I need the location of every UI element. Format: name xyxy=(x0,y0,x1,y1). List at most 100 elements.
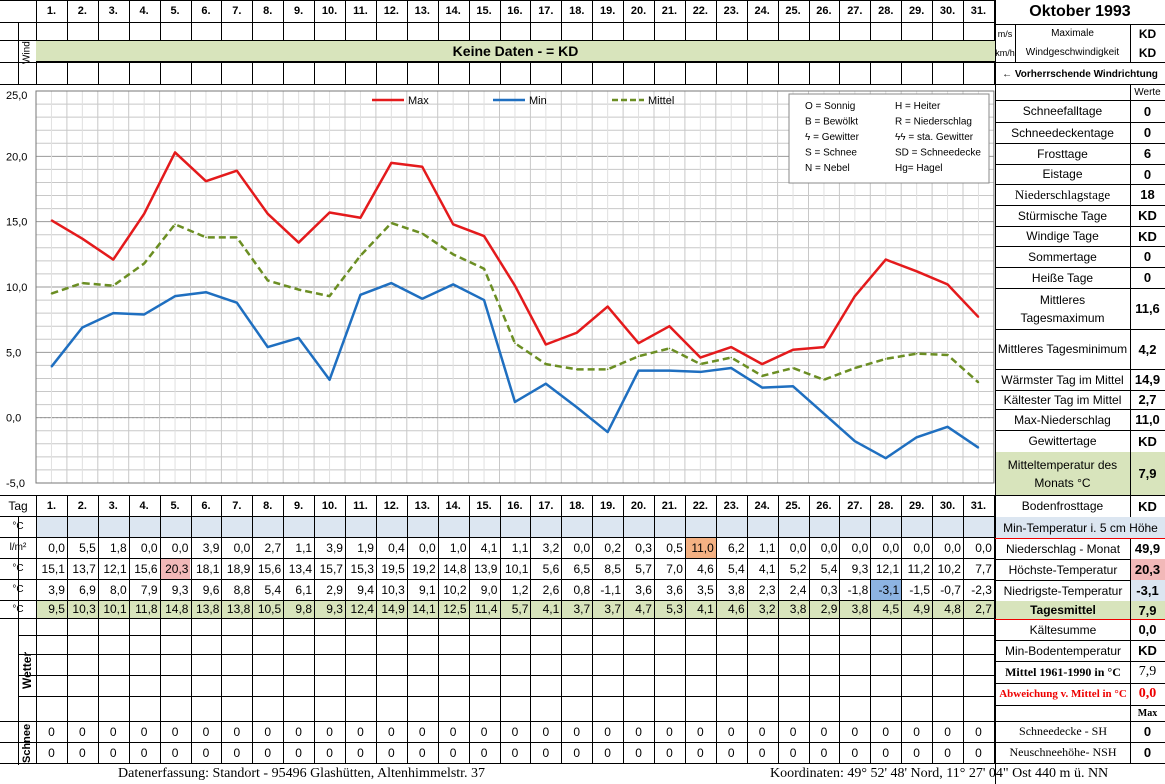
snow-cell: 0 xyxy=(264,745,272,760)
cell-tmin: 3,6 xyxy=(666,582,683,597)
month-title: Oktober 1993 xyxy=(1029,3,1131,20)
footer-coordinates: Koordinaten: 49° 52' 48' Nord, 11° 27' 0… xyxy=(770,766,1109,781)
snow-cell: 0 xyxy=(573,724,581,739)
grid-line xyxy=(252,495,254,618)
cell-tmean: 5,7 xyxy=(511,602,529,616)
data-point-min xyxy=(545,382,547,385)
data-point-max xyxy=(483,235,485,237)
grid-line xyxy=(1130,452,1131,495)
grid-line xyxy=(499,721,501,763)
grid-line xyxy=(654,62,655,84)
data-point-min xyxy=(266,346,269,348)
grid-line xyxy=(901,618,903,721)
cell-tmax: 20,3 xyxy=(159,558,191,579)
cell-precip: 0,0 xyxy=(913,540,931,555)
grid-line xyxy=(1130,640,1131,661)
grid-line xyxy=(221,618,223,721)
grid-line xyxy=(901,721,903,763)
grid-line xyxy=(159,618,161,721)
cell-tmean: 11,4 xyxy=(475,602,498,616)
grid-line xyxy=(963,618,964,721)
grid-line xyxy=(0,537,995,538)
grid-line xyxy=(995,640,1165,641)
grid-line xyxy=(932,495,934,618)
cell-precip: 0,4 xyxy=(388,540,405,555)
grid-line xyxy=(839,618,841,721)
grid-line xyxy=(1130,329,1131,369)
grid-line xyxy=(190,721,192,763)
cell-tmean: 10,5 xyxy=(257,602,282,616)
snow-cell: 0 xyxy=(480,745,488,760)
lower-stat-value: KD xyxy=(1138,643,1157,658)
day-header: 28. xyxy=(878,5,894,17)
grid-line xyxy=(1130,267,1131,288)
stat-value: 6 xyxy=(1143,146,1152,161)
cell-tmean: 4,5 xyxy=(882,602,900,616)
cell-precip: 3,9 xyxy=(202,540,220,555)
grid-line xyxy=(808,618,810,721)
cell-tmin: 2,6 xyxy=(542,582,560,597)
cell-precip: 1,1 xyxy=(295,540,313,555)
lower-stat-label: Min-Bodentemperatur xyxy=(1004,643,1122,658)
data-point-min xyxy=(328,378,331,381)
cell-precip: 0,0 xyxy=(944,540,961,555)
grid-line xyxy=(623,721,625,763)
snow-cell: 0 xyxy=(233,724,241,739)
cell-tmean: 2,9 xyxy=(820,602,838,616)
data-point-mittel xyxy=(823,378,825,381)
grid-line xyxy=(995,580,1165,581)
stat-value: KD xyxy=(1138,498,1157,514)
max-wind-value-ms: KD xyxy=(1138,26,1157,41)
data-point-mittel xyxy=(174,223,176,226)
legend-label: Min xyxy=(529,95,547,107)
grid-line xyxy=(839,495,841,618)
cell-tmean: 11,8 xyxy=(135,602,158,616)
grid-line xyxy=(684,0,686,40)
weather-legend-entry: SD = Schneedecke xyxy=(895,148,981,159)
grid-line xyxy=(190,618,192,721)
day-header: 5. xyxy=(170,499,180,512)
cell-tmax: 7,7 xyxy=(975,561,992,576)
min5cm-band xyxy=(36,516,995,537)
data-point-min xyxy=(143,313,145,316)
data-point-mittel xyxy=(112,284,115,287)
grid-line xyxy=(530,618,532,721)
data-point-min xyxy=(297,337,300,339)
grid-line xyxy=(1130,705,1131,721)
grid-line xyxy=(995,721,1165,722)
data-point-max xyxy=(668,325,671,327)
data-point-max xyxy=(699,356,702,359)
cell-precip: 3,9 xyxy=(326,540,343,555)
grid-line xyxy=(777,0,779,40)
cell-tmin: -1,8 xyxy=(847,582,869,597)
weather-legend-entry: Hg= Hagel xyxy=(895,163,943,174)
grid-line xyxy=(0,763,995,764)
grid-line xyxy=(314,721,316,763)
grid-line xyxy=(283,618,285,721)
grid-line xyxy=(592,0,594,40)
data-point-mittel xyxy=(606,368,609,371)
grid-line xyxy=(18,618,995,619)
day-header: 11. xyxy=(353,5,368,17)
day-header: 30. xyxy=(939,499,956,512)
snow-cell: 0 xyxy=(511,745,519,760)
row-label: Niedrigste-Temperatur xyxy=(1003,583,1123,598)
day-header: 16. xyxy=(507,499,523,512)
cell-tmin: 2,9 xyxy=(326,582,343,597)
snow-cell: 0 xyxy=(78,724,86,739)
cell-tmean: 14,8 xyxy=(165,602,189,616)
grid-line xyxy=(715,0,717,40)
cell-tmin: 9,6 xyxy=(202,582,220,597)
data-point-max xyxy=(730,346,733,348)
snow-cell: 0 xyxy=(202,745,210,760)
y-tick-label: 10,0 xyxy=(6,282,27,294)
grid-line xyxy=(1130,601,1131,619)
snow-value: 0 xyxy=(1143,724,1152,739)
snow-cell: 0 xyxy=(202,724,210,739)
cell-precip: 4,1 xyxy=(480,540,498,555)
grid-line xyxy=(963,62,964,84)
day-header: 31. xyxy=(970,499,987,512)
day-header: 4. xyxy=(139,5,149,17)
grid-line xyxy=(18,22,19,84)
grid-line xyxy=(1130,122,1131,143)
